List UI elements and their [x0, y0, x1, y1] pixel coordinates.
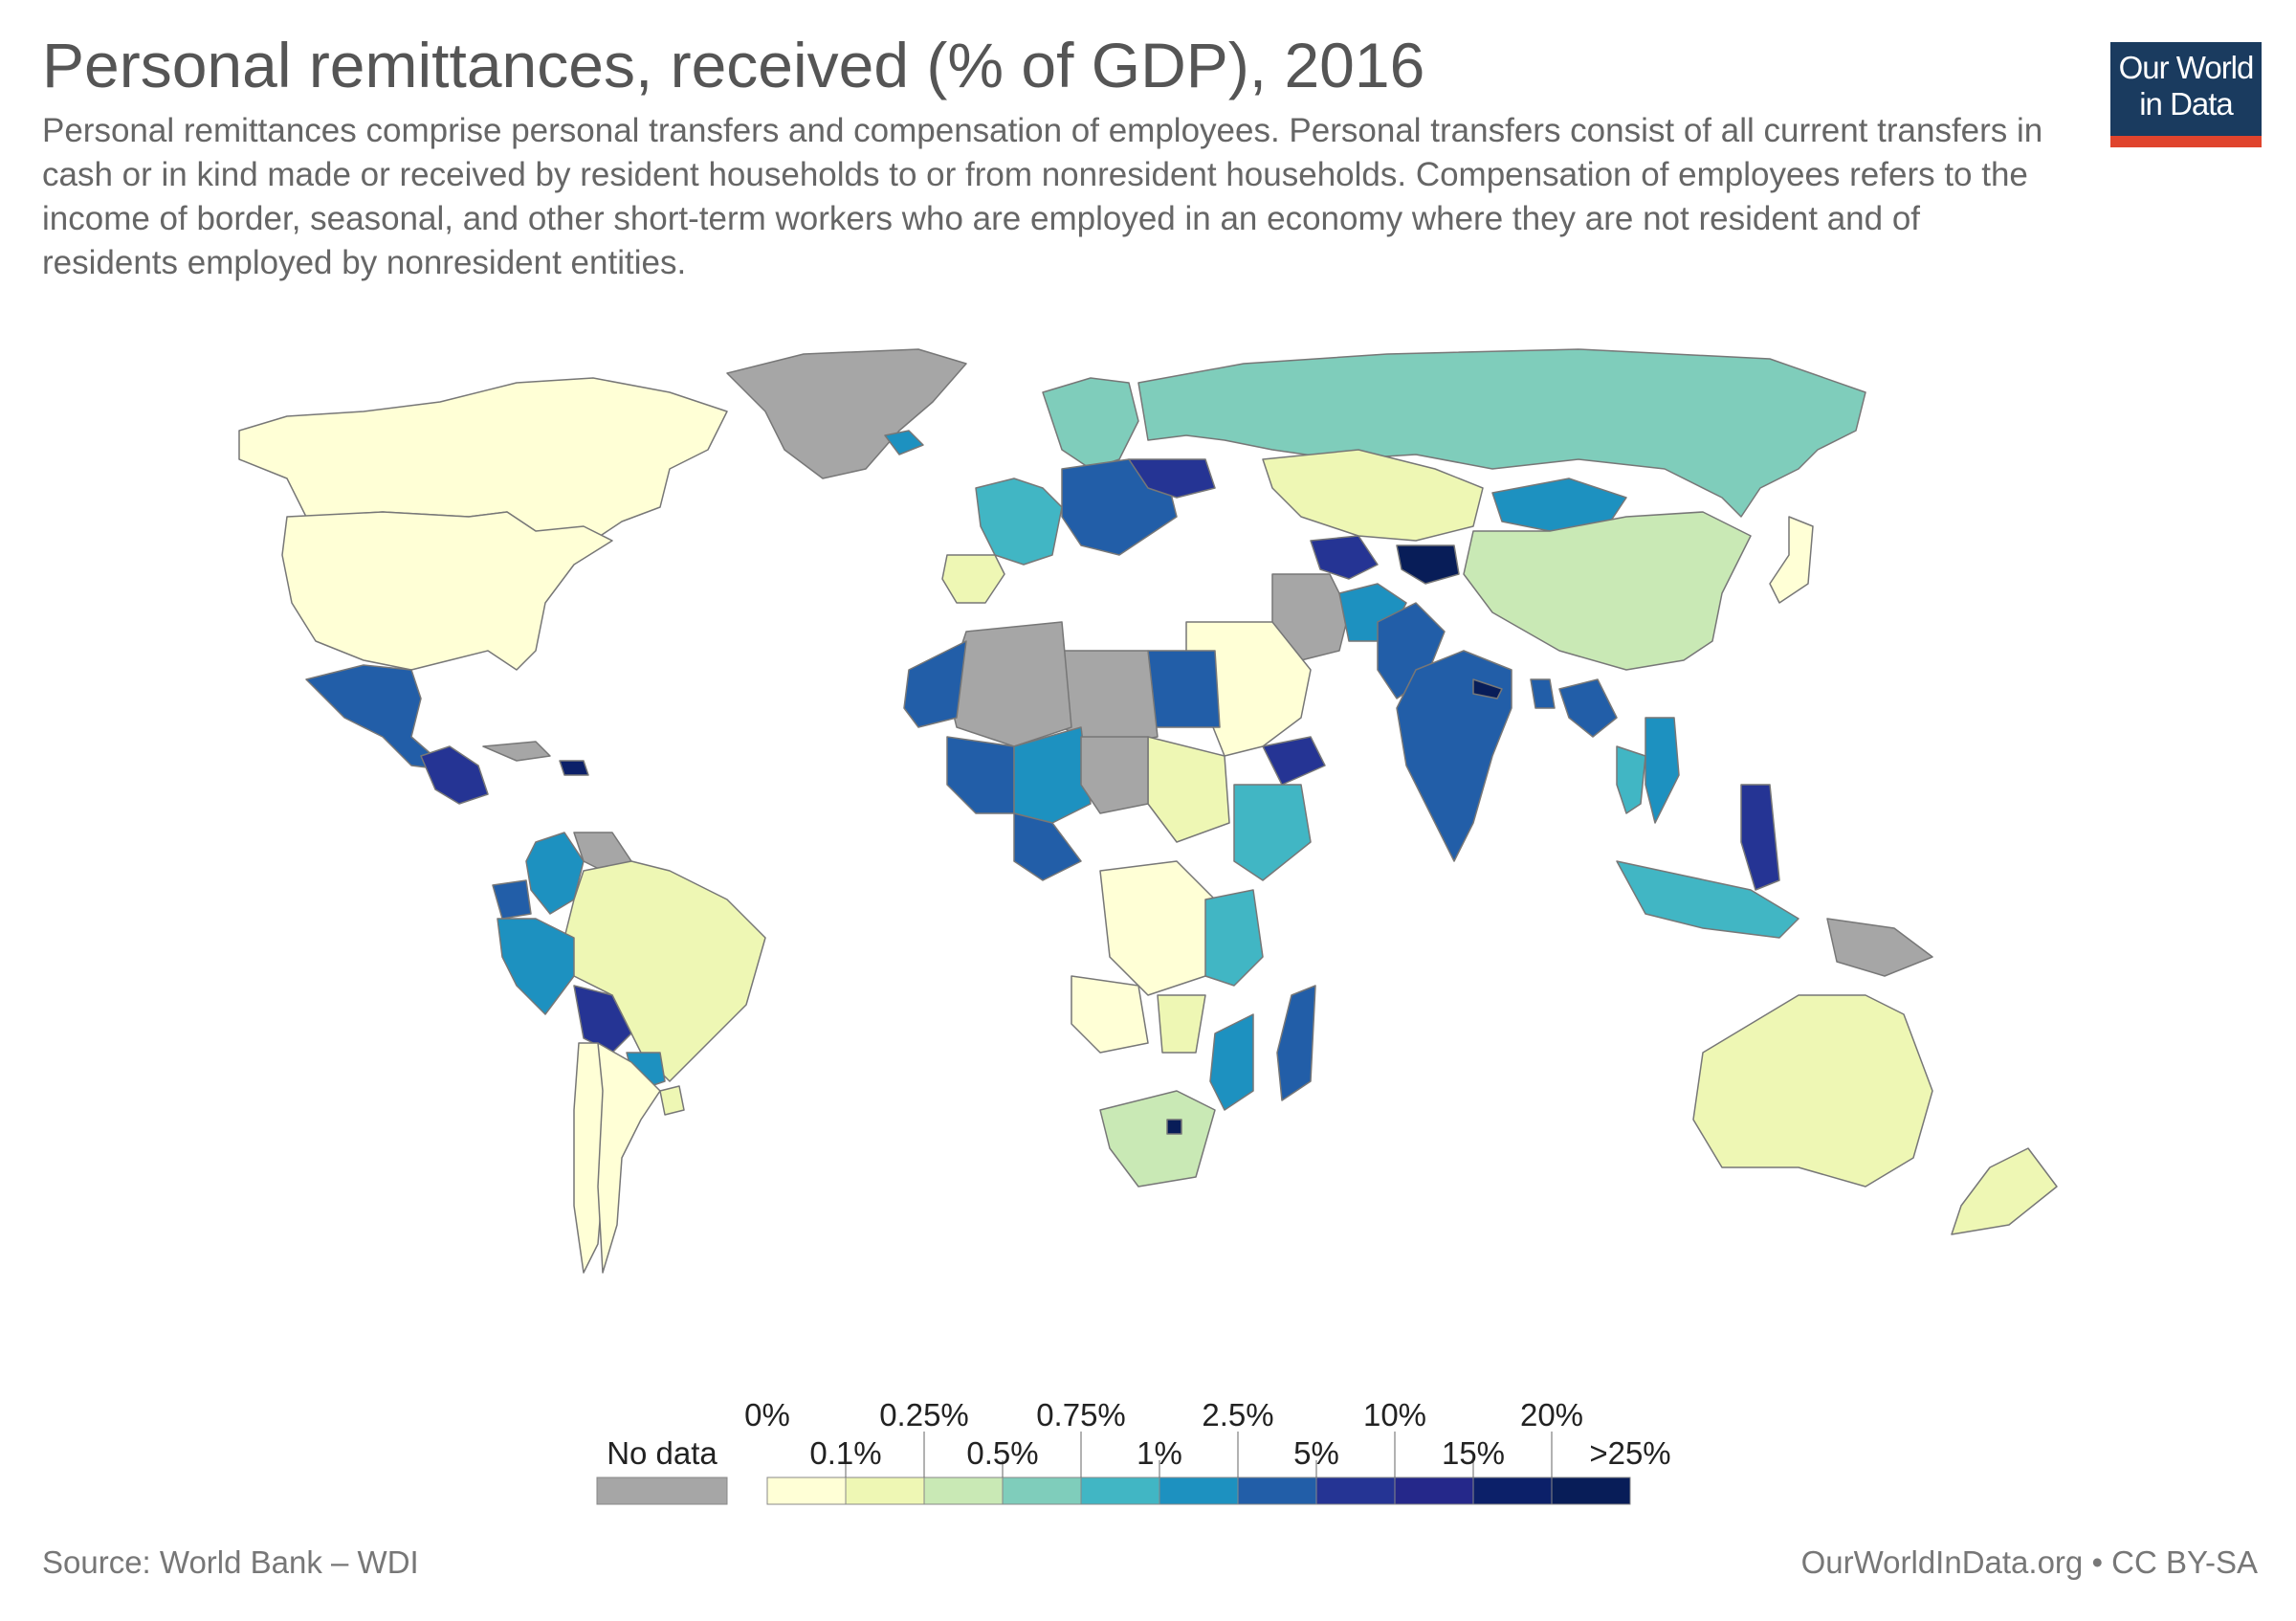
region-nepal[interactable]: Nepal: [1472, 678, 1503, 699]
legend-top-label: 10%: [1363, 1397, 1426, 1432]
region-morocco[interactable]: Morocco: [903, 640, 967, 728]
legend-bin-swatch: [1159, 1477, 1239, 1505]
region-south-africa[interactable]: South Africa: [1099, 1090, 1216, 1188]
legend-bottom-label: 0.5%: [966, 1435, 1038, 1471]
legend-bin-swatch: [845, 1477, 925, 1505]
owid-logo[interactable]: Our World in Data: [2110, 42, 2262, 147]
region-bangladesh[interactable]: Bangladesh: [1530, 678, 1556, 709]
region-philippines[interactable]: Philippines: [1740, 784, 1780, 891]
region-uruguay[interactable]: Uruguay: [659, 1085, 685, 1116]
legend-bin-swatch: [1472, 1477, 1553, 1505]
region-nigeria[interactable]: Nigeria: [1013, 812, 1082, 881]
legend-bottom-label: 15%: [1442, 1435, 1505, 1471]
region-lesotho[interactable]: Lesotho: [1166, 1119, 1182, 1135]
region-india[interactable]: India: [1396, 650, 1512, 862]
region-ukraine[interactable]: Ukraine: [1128, 458, 1216, 499]
region-angola[interactable]: Angola: [1071, 975, 1149, 1054]
region-scandinavia[interactable]: Scandinavia: [1042, 377, 1139, 470]
legend-top-label: 0.75%: [1036, 1397, 1126, 1432]
region-kenya-tanzania[interactable]: Kenya/Tanzania: [1204, 889, 1264, 987]
legend-bottom-label: 0.1%: [809, 1435, 881, 1471]
region-argentina[interactable]: Argentina: [597, 1042, 661, 1274]
region-iberia[interactable]: Iberia: [941, 554, 1005, 604]
region-ecuador[interactable]: Ecuador: [492, 879, 532, 920]
logo-line-2: in Data: [2139, 86, 2234, 122]
region-kazakhstan[interactable]: Kazakhstan: [1262, 449, 1484, 542]
region-central-asia[interactable]: Central Asia: [1310, 535, 1379, 580]
region-russia[interactable]: Russia: [1137, 348, 1866, 518]
legend-bin-swatch: [1315, 1477, 1396, 1505]
legend-top-label: 2.5%: [1202, 1397, 1273, 1432]
legend-bin-swatch: [1237, 1477, 1317, 1505]
region-thailand[interactable]: Thailand: [1616, 745, 1646, 814]
region-vietnam[interactable]: Vietnam: [1645, 717, 1680, 824]
region-australia[interactable]: Australia: [1692, 994, 1933, 1188]
legend-no-data-swatch: [596, 1477, 728, 1505]
region-greenland[interactable]: Greenland: [726, 348, 967, 479]
legend-bin-swatch: [1394, 1477, 1474, 1505]
source-note: Source: World Bank – WDI: [42, 1544, 419, 1580]
legend-bin-swatch: [766, 1477, 847, 1505]
legend-top-label: 0.25%: [879, 1397, 969, 1432]
region-yemen[interactable]: Yemen: [1262, 736, 1326, 786]
credit-link[interactable]: OurWorldInData.org • CC BY-SA: [1800, 1544, 2258, 1580]
chart-subtitle: Personal remittances comprise personal t…: [42, 112, 2043, 281]
region-myanmar[interactable]: Myanmar: [1558, 678, 1618, 738]
region-egypt[interactable]: Egypt: [1147, 650, 1221, 728]
region-united-states[interactable]: United States: [281, 511, 613, 671]
legend-top-label: 0%: [744, 1397, 790, 1432]
region-western-europe[interactable]: Western Europe: [975, 477, 1063, 566]
region-iceland[interactable]: Iceland: [884, 430, 924, 455]
legend-bottom-label: >25%: [1589, 1435, 1670, 1471]
region-tajikistan-kyrgyzstan[interactable]: Tajikistan/Kyrgyzstan: [1396, 544, 1460, 585]
region-sudan[interactable]: Sudan: [1147, 736, 1230, 843]
legend-bottom-label: 1%: [1137, 1435, 1182, 1471]
region-bolivia[interactable]: Bolivia: [573, 985, 632, 1054]
region-colombia[interactable]: Colombia: [525, 832, 585, 915]
legend-bin-swatch: [1002, 1477, 1082, 1505]
legend-bottom-label: 5%: [1293, 1435, 1339, 1471]
world-map[interactable]: CanadaUnited StatesGreenlandMexicoCentra…: [0, 325, 2296, 1340]
region-ethiopia[interactable]: Ethiopia: [1233, 784, 1312, 881]
legend-no-data-label: No data: [607, 1435, 718, 1471]
region-new-zealand[interactable]: New Zealand: [1951, 1147, 2058, 1235]
region-china[interactable]: China: [1463, 511, 1752, 671]
region-chad[interactable]: Chad: [1080, 736, 1149, 814]
region-cuba[interactable]: Cuba: [482, 741, 551, 762]
legend-bin-swatch: [1080, 1477, 1160, 1505]
region-japan[interactable]: Japan: [1769, 516, 1814, 604]
region-niger[interactable]: Niger: [1013, 726, 1092, 824]
region-mozambique[interactable]: Mozambique: [1209, 1013, 1254, 1111]
region-indonesia[interactable]: Indonesia: [1616, 860, 1799, 939]
region-haiti[interactable]: Haiti: [559, 760, 589, 776]
legend-bin-swatch: [923, 1477, 1004, 1505]
logo-line-1: Our World: [2118, 50, 2255, 85]
region-madagascar[interactable]: Madagascar: [1276, 985, 1316, 1101]
region-peru[interactable]: Peru: [497, 918, 575, 1015]
region-mali[interactable]: Mali: [946, 736, 1015, 814]
logo-accent-bar: [2110, 136, 2262, 147]
legend-top-label: 20%: [1520, 1397, 1583, 1432]
region-zambia[interactable]: Zambia: [1157, 994, 1206, 1054]
region-papua-new-guinea[interactable]: Papua New Guinea: [1826, 918, 1933, 977]
region-central-america[interactable]: Central America: [420, 745, 489, 805]
region-dr-congo[interactable]: DR Congo: [1099, 860, 1216, 996]
chart-title: Personal remittances, received (% of GDP…: [42, 30, 1425, 100]
legend-bin-swatch: [1551, 1477, 1631, 1505]
